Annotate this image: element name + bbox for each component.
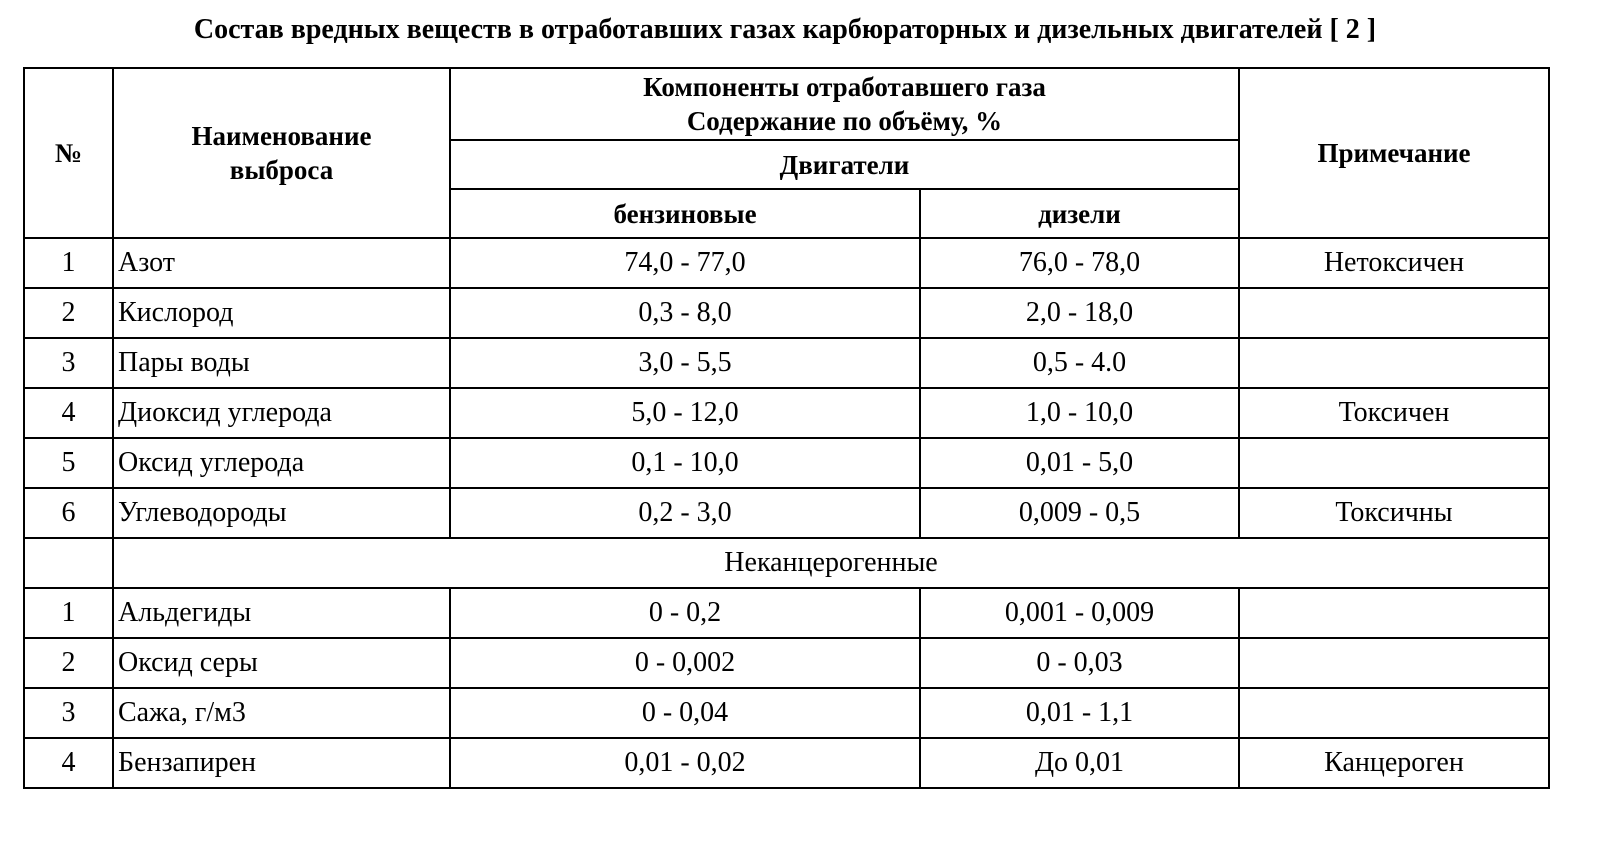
table-row: 1 Азот 74,0 - 77,0 76,0 - 78,0 Нетоксичен (23, 237, 1550, 289)
header-cell: дизели (919, 188, 1240, 239)
table-row: 3 Сажа, г/м3 0 - 0,04 0,01 - 1,1 (23, 687, 1550, 739)
table-row: 2 Кислород 0,3 - 8,0 2,0 - 18,0 (23, 287, 1550, 339)
cell: 3 (23, 687, 114, 739)
header-cell: Двигатели (449, 139, 1240, 190)
table-body: 1 Азот 74,0 - 77,0 76,0 - 78,0 Нетоксичен 2 Ки… (23, 237, 1550, 789)
cell: Пары воды (112, 337, 451, 389)
cell: 3,0 - 5,5 (449, 337, 921, 389)
cell: Кислород (112, 287, 451, 339)
cell: 3 (23, 337, 114, 389)
cell: 1 (23, 237, 114, 289)
cell: 1 (23, 587, 114, 639)
header-cell: Примечание (1238, 67, 1550, 239)
cell: 0,009 - 0,5 (919, 487, 1240, 539)
title: Состав вредных веществ в отработавших га… (193, 14, 1377, 45)
header-text: Компоненты отработавшего газа (643, 72, 1046, 102)
cell: 4 (23, 737, 114, 789)
cell (1238, 437, 1550, 489)
header-cell: № (23, 67, 114, 239)
table-row: 4 Бензапирен 0,01 - 0,02 До 0,01 Канцероген (23, 737, 1550, 789)
cell: 0,2 - 3,0 (449, 487, 921, 539)
cell: Токсичны (1238, 487, 1550, 539)
cell: Углеводороды (112, 487, 451, 539)
cell: 0,01 - 0,02 (449, 737, 921, 789)
table-row: 6 Углеводороды 0,2 - 3,0 0,009 - 0,5 Токсичн… (23, 487, 1550, 539)
table-row: 3 Пары воды 3,0 - 5,5 0,5 - 4.0 (23, 337, 1550, 389)
cell: 0 - 0,03 (919, 637, 1240, 689)
header-cell: бензиновые (449, 188, 921, 239)
cell (23, 537, 114, 589)
cell: До 0,01 (919, 737, 1240, 789)
cell (1238, 587, 1550, 639)
header-cell: Компоненты отработавшего газа Содержание… (449, 67, 1240, 141)
cell: 76,0 - 78,0 (919, 237, 1240, 289)
cell: 0,01 - 1,1 (919, 687, 1240, 739)
cell: 0,001 - 0,009 (919, 587, 1240, 639)
table-head: № Наименование выброса Компоненты отрабо… (23, 67, 1550, 239)
cell: 0 - 0,2 (449, 587, 921, 639)
cell (1238, 687, 1550, 739)
header-text: Содержание по объёму, % (686, 106, 1003, 136)
cell: 0 - 0,04 (449, 687, 921, 739)
table: № Наименование выброса Компоненты отрабо… (23, 67, 1550, 789)
cell: Сажа, г/м3 (112, 687, 451, 739)
cell: Оксид серы (112, 637, 451, 689)
cell: Токсичен (1238, 387, 1550, 439)
cell: Канцероген (1238, 737, 1550, 789)
header-cell: Наименование выброса (112, 67, 451, 239)
cell: Азот (112, 237, 451, 289)
cell: 6 (23, 487, 114, 539)
cell: 0,5 - 4.0 (919, 337, 1240, 389)
table-row: 4 Диоксид углерода 5,0 - 12,0 1,0 - 10,0 Ток… (23, 387, 1550, 439)
cell: 5 (23, 437, 114, 489)
cell: Альдегиды (112, 587, 451, 639)
cell: Нетоксичен (1238, 237, 1550, 289)
cell: Оксид углерода (112, 437, 451, 489)
cell: Диоксид углерода (112, 387, 451, 439)
table-row: 2 Оксид серы 0 - 0,002 0 - 0,03 (23, 637, 1550, 689)
cell: 1,0 - 10,0 (919, 387, 1240, 439)
cell: 5,0 - 12,0 (449, 387, 921, 439)
cell: 74,0 - 77,0 (449, 237, 921, 289)
cell: 0 - 0,002 (449, 637, 921, 689)
cell: 2 (23, 637, 114, 689)
cell (1238, 637, 1550, 689)
section-label: Неканцерогенные (112, 537, 1550, 589)
cell: 0,3 - 8,0 (449, 287, 921, 339)
section-row: Неканцерогенные (23, 537, 1550, 589)
table-row: 1 Альдегиды 0 - 0,2 0,001 - 0,009 (23, 587, 1550, 639)
cell: 2 (23, 287, 114, 339)
cell: Бензапирен (112, 737, 451, 789)
cell (1238, 337, 1550, 389)
cell: 0,1 - 10,0 (449, 437, 921, 489)
cell: 4 (23, 387, 114, 439)
cell: 0,01 - 5,0 (919, 437, 1240, 489)
cell (1238, 287, 1550, 339)
cell: 2,0 - 18,0 (919, 287, 1240, 339)
table-row: 5 Оксид углерода 0,1 - 10,0 0,01 - 5,0 (23, 437, 1550, 489)
